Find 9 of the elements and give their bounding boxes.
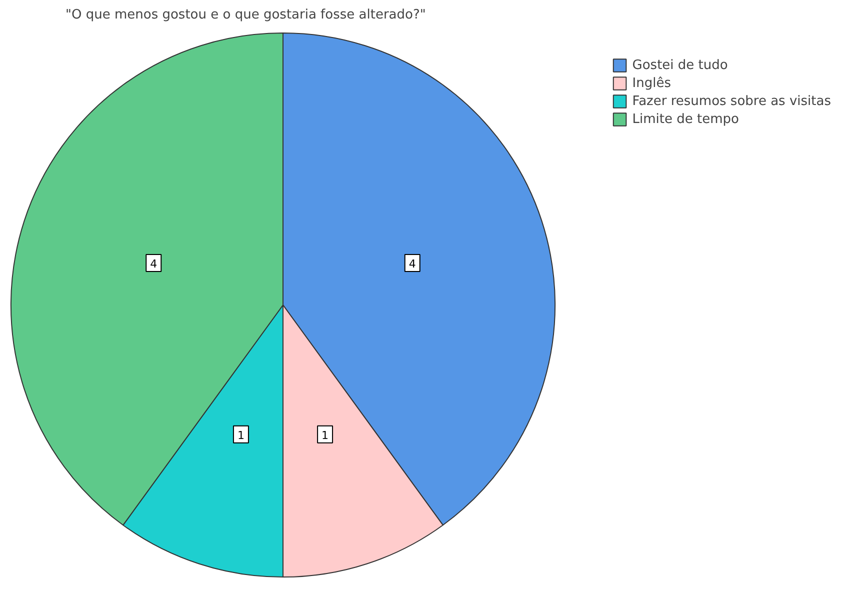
legend-label: Limite de tempo	[632, 112, 739, 126]
legend-label: Gostei de tudo	[632, 58, 728, 72]
legend-label: Inglês	[632, 76, 671, 90]
legend-label: Fazer resumos sobre as visitas	[632, 94, 831, 108]
chart-title: "O que menos gostou e o que gostaria fosse alterado?"	[66, 8, 426, 22]
data-label: 4	[150, 257, 158, 270]
data-label: 1	[322, 428, 329, 442]
data-label: 4	[408, 257, 416, 270]
data-label: 1	[237, 428, 244, 442]
